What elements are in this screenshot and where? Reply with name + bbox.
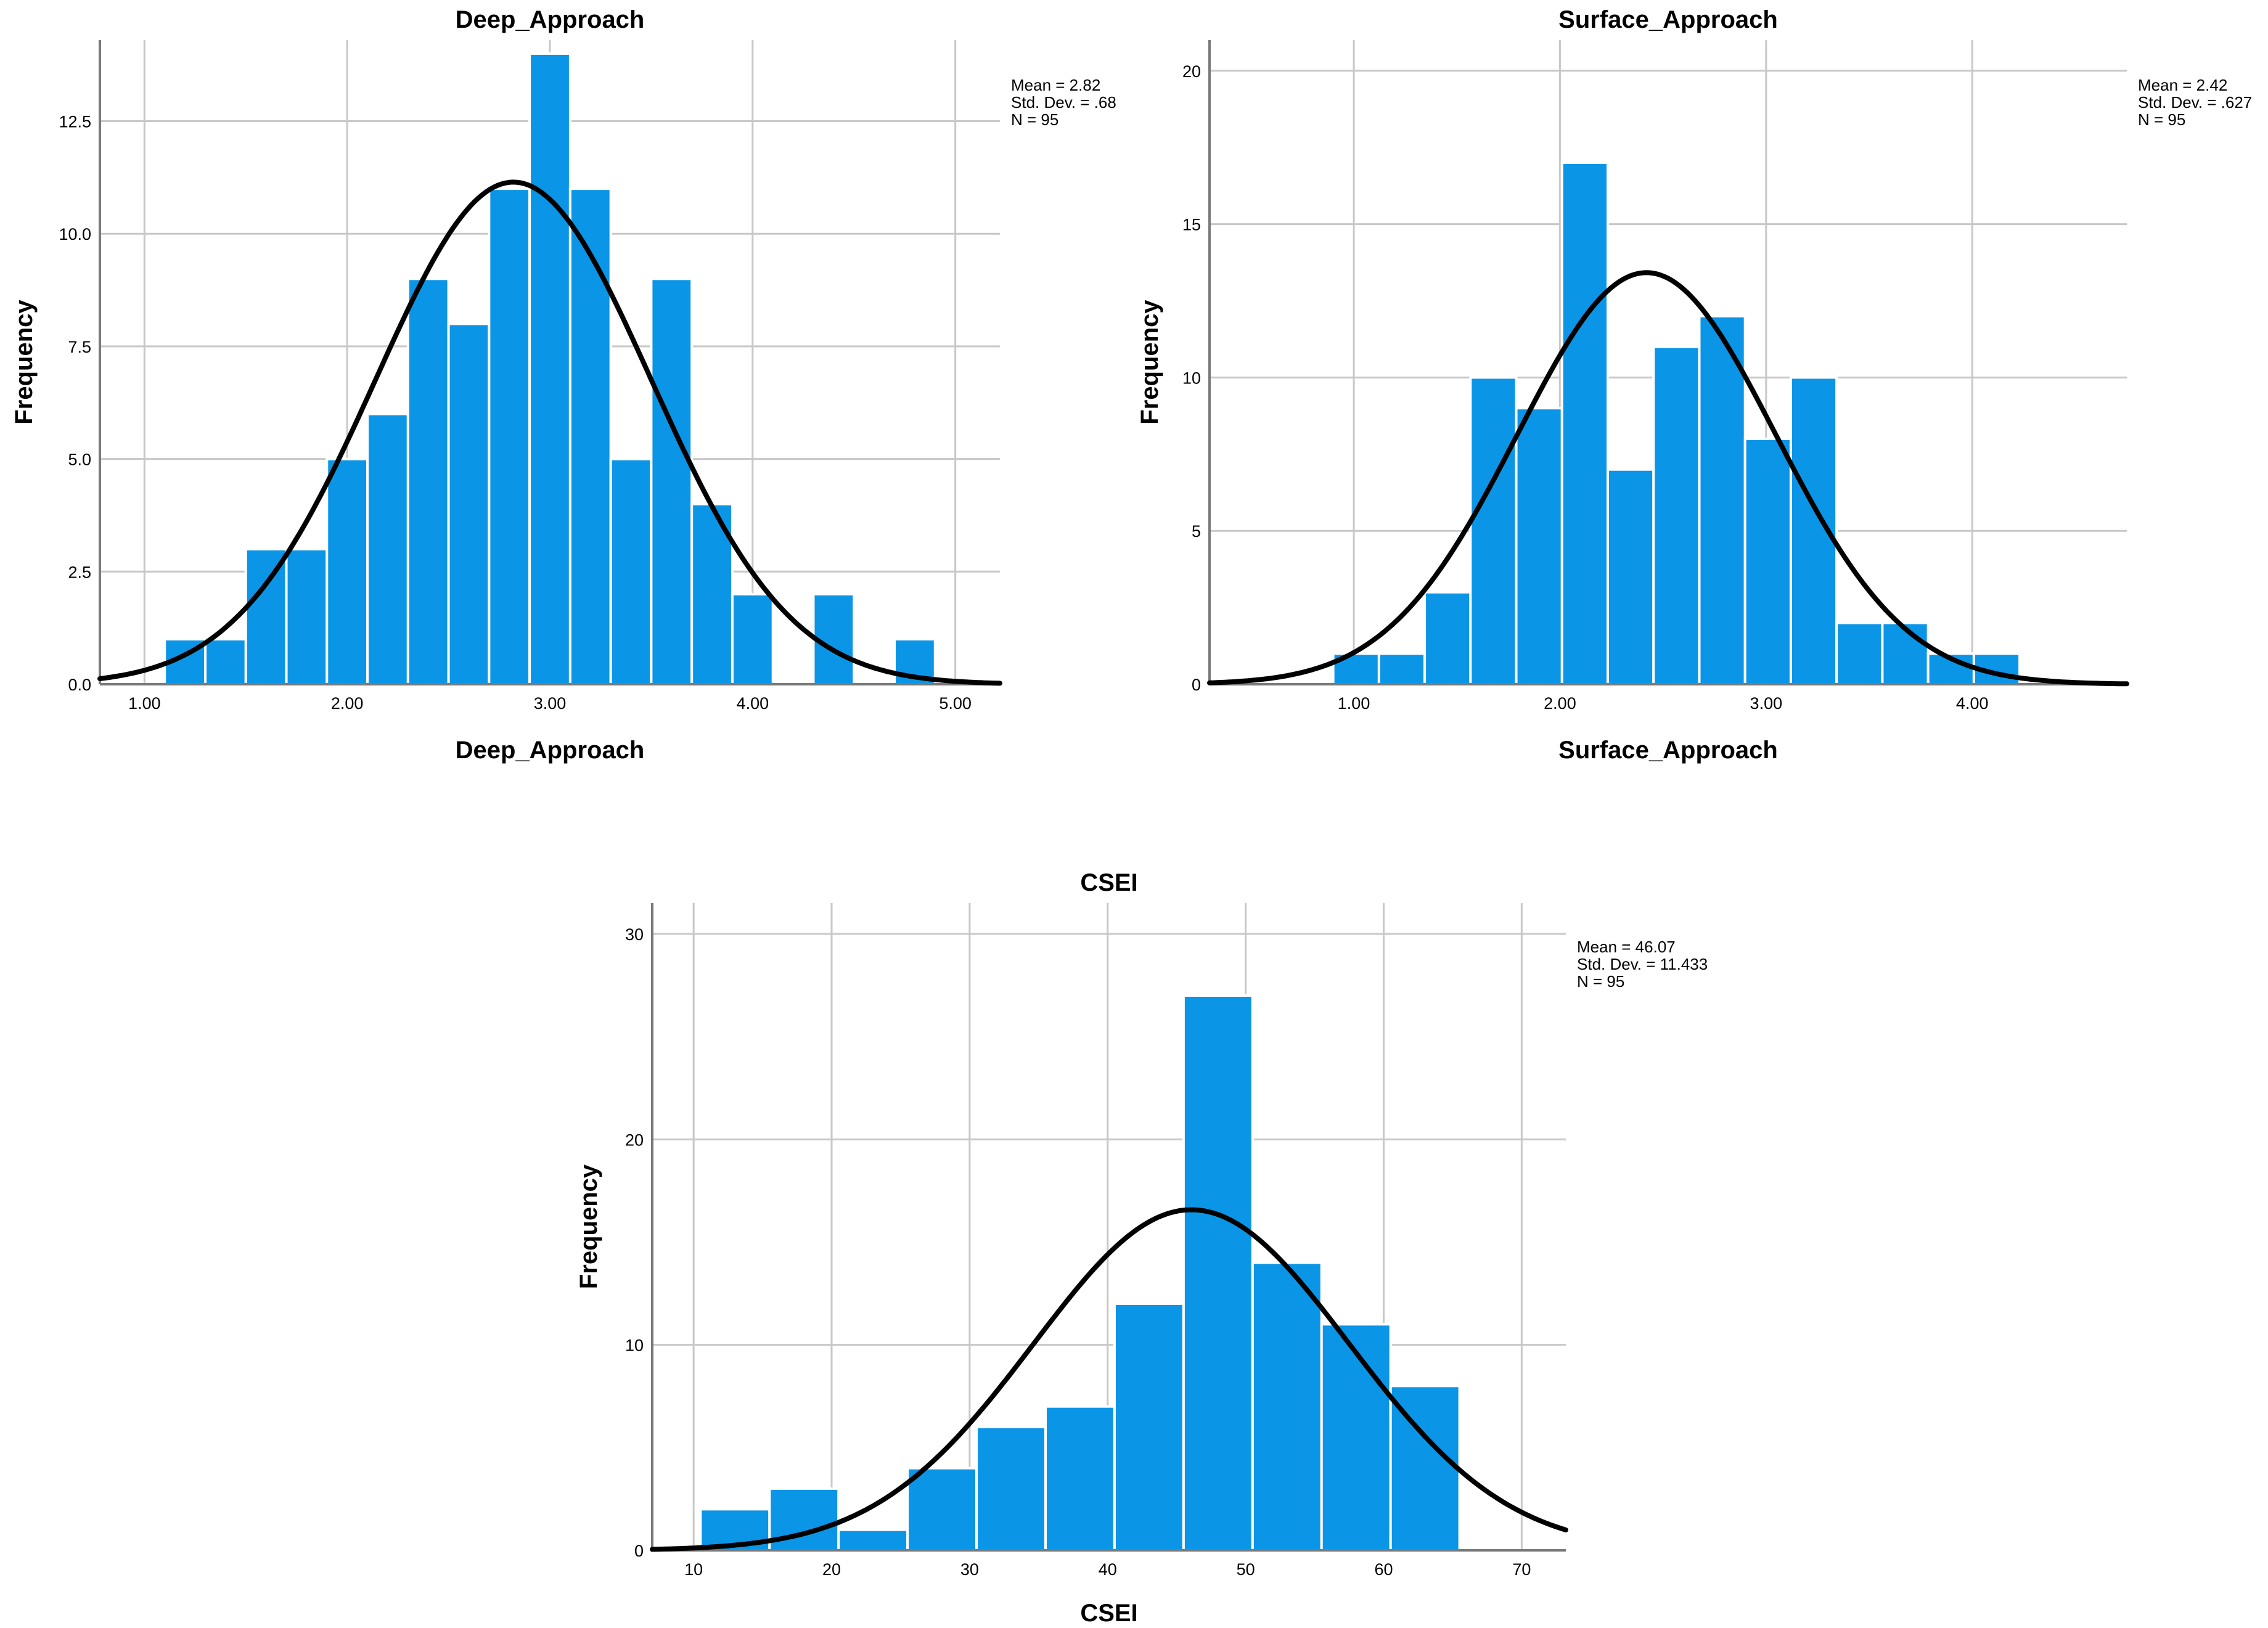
histogram-bar (325, 457, 369, 685)
x-axis-label: CSEI (1080, 1600, 1137, 1627)
y-tick-label: 0.0 (68, 676, 91, 694)
y-tick-label: 7.5 (68, 338, 91, 356)
chart-title: CSEI (1080, 869, 1137, 896)
stats-line: Std. Dev. = 11.433 (1577, 955, 1708, 973)
y-tick-label: 15 (1182, 216, 1201, 234)
x-tick-label: 60 (1374, 1560, 1393, 1579)
y-tick-label: 12.5 (59, 113, 91, 131)
histogram-bar (1698, 314, 1746, 685)
histogram-bar (1607, 468, 1655, 686)
histogram-bar (1881, 621, 1930, 686)
y-tick-label: 10.0 (59, 225, 91, 243)
x-axis-label: Surface_Approach (1558, 737, 1778, 764)
chart-deep: 1.00 2.00 3.00 4.00 5.00 0.0 2.5 5.0 7.5 10.0 12.5… (10, 6, 1116, 764)
y-axis-label: Frequency (1136, 300, 1163, 425)
histogram-bar (244, 547, 288, 685)
stats-line: Mean = 46.07 (1577, 938, 1676, 956)
histogram-bar (285, 547, 329, 685)
x-tick-label: 1.00 (1338, 694, 1370, 713)
histogram-bar (1251, 1261, 1323, 1552)
stats-line: N = 95 (2138, 110, 2185, 129)
y-tick-label: 5 (1192, 522, 1201, 541)
histogram-bar (1320, 1323, 1392, 1552)
stats-line: N = 95 (1577, 972, 1624, 991)
y-tick-label: 10 (1182, 369, 1201, 387)
stats-line: Std. Dev. = .627 (2138, 93, 2252, 112)
normal-curve (97, 179, 1002, 686)
x-tick-label: 3.00 (534, 694, 567, 713)
x-tick-label: 1.00 (128, 694, 161, 713)
x-tick-label: 50 (1237, 1560, 1255, 1579)
normal-curve (1207, 270, 2129, 687)
y-tick-label: 2.5 (68, 563, 91, 581)
chart-surface: 1.00 2.00 3.00 4.00 0 5 10 15 20 Surface_Approach… (1136, 6, 2252, 764)
y-tick-label: 30 (625, 925, 644, 944)
histogram-bar (975, 1426, 1047, 1552)
chart-title: Surface_Approach (1558, 6, 1778, 33)
histogram-bar (1044, 1405, 1116, 1552)
x-tick-label: 2.00 (331, 694, 364, 713)
stats-line: N = 95 (1011, 110, 1058, 129)
normal-curve (650, 1207, 1568, 1552)
y-axis-label: Frequency (10, 300, 38, 425)
x-tick-label: 20 (822, 1560, 841, 1579)
x-tick-label: 2.00 (1544, 694, 1576, 713)
histogram-bar (1182, 994, 1254, 1552)
histogram-bar (650, 277, 694, 685)
histogram-bar (528, 52, 571, 685)
x-axis-label: Deep_Approach (456, 737, 645, 764)
x-tick-label: 70 (1512, 1560, 1531, 1579)
stats-line: Mean = 2.82 (1011, 76, 1100, 94)
histogram-bar (1423, 591, 1472, 686)
histogram-bar (1560, 162, 1610, 685)
histogram-bar (906, 1466, 978, 1552)
histogram-bar (1743, 437, 1792, 686)
histogram-bar (1835, 621, 1884, 686)
y-tick-label: 20 (625, 1131, 644, 1149)
stats-line: Std. Dev. = .68 (1011, 93, 1116, 112)
x-tick-label: 4.00 (737, 694, 769, 713)
x-tick-label: 4.00 (1956, 694, 1989, 713)
histogram-bar (1652, 345, 1701, 685)
y-tick-label: 20 (1182, 62, 1201, 81)
y-tick-label: 10 (625, 1336, 644, 1355)
y-tick-label: 5.0 (68, 451, 91, 469)
histogram-bar (447, 322, 491, 685)
y-tick-label: 0 (1192, 676, 1201, 694)
histogram-bar (1377, 652, 1427, 685)
histogram-bar (366, 412, 409, 685)
histogram-bar (1113, 1303, 1185, 1552)
x-tick-label: 30 (960, 1560, 979, 1579)
histogram-bar (1515, 407, 1563, 686)
y-axis-label: Frequency (575, 1164, 602, 1289)
x-tick-label: 3.00 (1750, 694, 1783, 713)
chart-csei: 10 20 30 40 50 60 70 0 10 20 30 CSEI CSEI Frequency Me… (575, 869, 1708, 1627)
x-tick-label: 5.00 (939, 694, 972, 713)
x-tick-label: 40 (1099, 1560, 1117, 1579)
chart-title: Deep_Approach (456, 6, 645, 33)
histogram-bar (488, 187, 531, 685)
histogram-bar (568, 187, 612, 685)
histogram-bar (731, 592, 774, 685)
histogram-bar (1469, 376, 1518, 686)
histogram-bar (406, 277, 450, 685)
x-tick-label: 10 (684, 1560, 703, 1579)
histogram-bar (203, 637, 247, 686)
histogram-bar (837, 1528, 909, 1552)
y-tick-label: 0 (634, 1542, 644, 1560)
stats-line: Mean = 2.42 (2138, 76, 2227, 94)
histogram-bar (609, 457, 653, 685)
